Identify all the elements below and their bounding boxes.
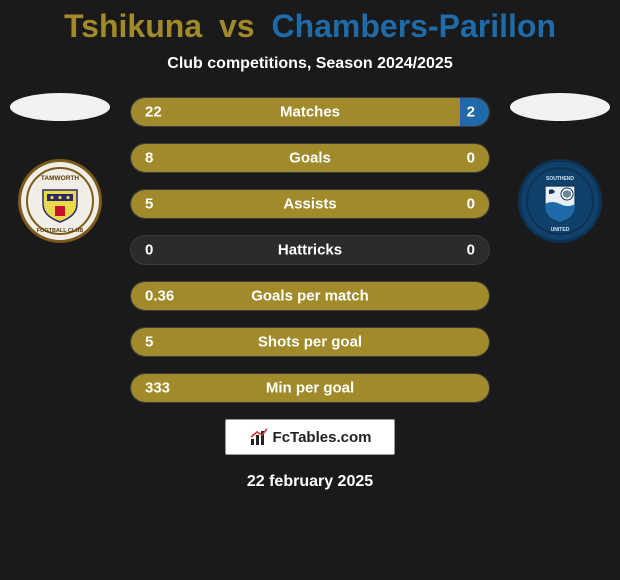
stat-row: 5 Shots per goal <box>130 327 490 357</box>
svg-text:UNITED: UNITED <box>551 227 570 233</box>
vs-label: vs <box>219 8 255 44</box>
svg-text:SOUTHEND: SOUTHEND <box>546 176 574 182</box>
stat-value-left: 0 <box>145 242 153 259</box>
stat-value-left: 333 <box>145 380 170 397</box>
stat-value-left: 5 <box>145 196 153 213</box>
stat-value-right: 0 <box>467 196 475 213</box>
player1-oval <box>10 93 110 121</box>
subtitle: Club competitions, Season 2024/2025 <box>0 55 620 73</box>
stat-row: 333 Min per goal <box>130 373 490 403</box>
stat-value-right: 0 <box>467 150 475 167</box>
player2-oval <box>510 93 610 121</box>
player1-name: Tshikuna <box>64 8 202 44</box>
stat-label: Min per goal <box>266 380 354 397</box>
date-label: 22 february 2025 <box>0 473 620 491</box>
stat-row: 0 0 Hattricks <box>130 235 490 265</box>
player1-crest: TAMWORTH FOOTBALL CLUB <box>18 159 102 243</box>
stat-label: Goals <box>289 150 331 167</box>
stat-value-left: 22 <box>145 104 162 121</box>
site-logo[interactable]: FcTables.com <box>225 419 395 455</box>
stat-label: Assists <box>283 196 336 213</box>
tamworth-crest-icon: TAMWORTH FOOTBALL CLUB <box>25 166 95 236</box>
stat-label: Matches <box>280 104 340 121</box>
svg-text:FOOTBALL CLUB: FOOTBALL CLUB <box>37 228 84 234</box>
stat-value-right: 0 <box>467 242 475 259</box>
stat-value-left: 8 <box>145 150 153 167</box>
svg-text:TAMWORTH: TAMWORTH <box>41 175 79 182</box>
stat-row: 8 0 Goals <box>130 143 490 173</box>
player2-name: Chambers-Parillon <box>271 8 556 44</box>
stat-value-right: 2 <box>467 104 475 121</box>
stat-label: Goals per match <box>251 288 369 305</box>
site-name: FcTables.com <box>273 429 372 446</box>
stat-row: 5 0 Assists <box>130 189 490 219</box>
chart-icon <box>249 427 269 447</box>
stat-label: Shots per goal <box>258 334 362 351</box>
stats-bars: 222Matches80Goals50Assists00Hattricks0.3… <box>130 97 490 403</box>
comparison-title: Tshikuna vs Chambers-Parillon <box>0 0 620 45</box>
stat-value-left: 5 <box>145 334 153 351</box>
player2-crest: SOUTHEND UNITED <box>518 159 602 243</box>
stat-row: 222Matches <box>130 97 490 127</box>
stat-row: 0.36 Goals per match <box>130 281 490 311</box>
stat-value-left: 0.36 <box>145 288 174 305</box>
stat-label: Hattricks <box>278 242 342 259</box>
southend-crest-icon: SOUTHEND UNITED <box>525 166 595 236</box>
main-area: TAMWORTH FOOTBALL CLUB SOUTHEND UNITED 2… <box>0 97 620 403</box>
